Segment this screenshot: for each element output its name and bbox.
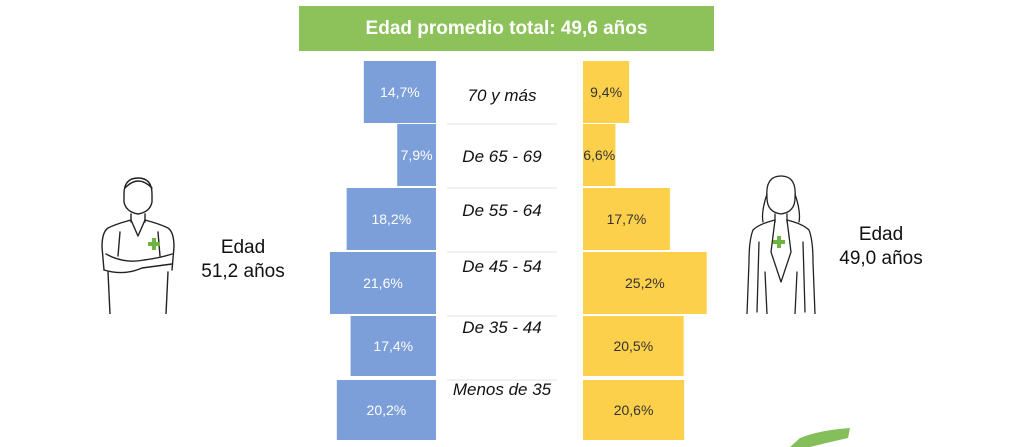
female-age-label: Edad <box>858 224 904 245</box>
bar-female <box>583 124 616 186</box>
female-age-value: 49,0 años <box>839 248 923 269</box>
male-doctor-icon <box>101 177 175 314</box>
data-label-male: 21,6% <box>363 275 403 291</box>
data-label-female: 17,7% <box>607 211 647 227</box>
female-average-age: Edad 49,0 años <box>826 223 936 271</box>
bar-female <box>583 316 684 376</box>
page-title: Edad promedio total: 49,6 años <box>299 6 714 51</box>
data-label-male: 7,9% <box>401 147 433 163</box>
data-label-female: 20,6% <box>614 402 654 418</box>
bar-male <box>363 61 436 123</box>
category-label: De 45 - 54 <box>462 257 541 276</box>
decorative-brush-stroke <box>790 428 850 447</box>
data-label-male: 20,2% <box>367 402 407 418</box>
category-label: De 35 - 44 <box>462 318 541 337</box>
category-label: Menos de 35 <box>453 380 552 399</box>
bar-male <box>397 124 436 186</box>
female-doctor-icon <box>746 175 816 314</box>
bar-female <box>583 380 685 440</box>
male-age-value: 51,2 años <box>201 261 285 282</box>
bar-male <box>346 188 436 250</box>
bar-female <box>583 252 707 314</box>
bar-female <box>583 61 630 123</box>
male-average-age: Edad 51,2 años <box>188 236 298 284</box>
data-label-male: 18,2% <box>371 211 411 227</box>
data-label-female: 20,5% <box>613 338 653 354</box>
bar-male <box>329 252 436 314</box>
data-label-female: 9,4% <box>590 84 622 100</box>
data-label-female: 6,6% <box>583 147 615 163</box>
data-label-male: 14,7% <box>380 84 420 100</box>
category-label: 70 y más <box>468 86 537 105</box>
male-age-label: Edad <box>220 237 266 258</box>
category-label: De 65 - 69 <box>462 147 542 166</box>
data-label-male: 17,4% <box>373 338 413 354</box>
bar-male <box>336 380 436 440</box>
category-label: De 55 - 64 <box>462 201 541 220</box>
bar-female <box>583 188 670 250</box>
bar-male <box>350 316 436 376</box>
data-label-female: 25,2% <box>625 275 665 291</box>
